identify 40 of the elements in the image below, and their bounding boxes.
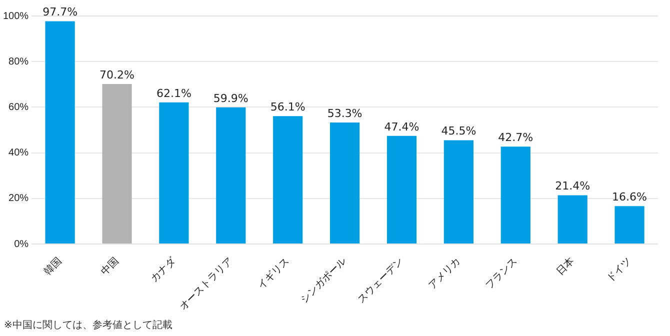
bar <box>216 107 246 244</box>
data-label: 59.9% <box>213 92 248 105</box>
bar <box>330 122 360 244</box>
bar <box>159 102 189 244</box>
y-tick-label: 100% <box>3 10 29 22</box>
y-tick-label: 0% <box>14 238 29 250</box>
bar <box>444 140 474 244</box>
x-tick-label: スウェーデン <box>356 256 406 306</box>
y-tick-label: 40% <box>8 148 29 159</box>
x-tick-label: 日本 <box>554 254 577 278</box>
y-tick-label: 20% <box>8 193 29 204</box>
y-tick-label: 60% <box>8 102 29 113</box>
data-label: 62.1% <box>156 86 192 100</box>
data-label: 56.1% <box>270 100 306 114</box>
x-tick-label: カナダ <box>148 254 179 285</box>
bar <box>386 136 417 244</box>
data-label: 42.7% <box>498 131 534 144</box>
bar <box>45 21 75 244</box>
bar <box>102 84 132 244</box>
data-label: 47.4% <box>384 120 420 134</box>
data-label: 45.5% <box>441 124 476 138</box>
x-tick-label: イギリス <box>255 254 292 292</box>
data-label: 97.7% <box>42 6 78 19</box>
x-tick-label: 中国 <box>98 254 122 278</box>
data-label: 16.6% <box>612 190 648 204</box>
x-tick-label: オーストラリア <box>178 256 235 313</box>
y-tick-label: 80% <box>8 56 29 68</box>
x-tick-label: 韓国 <box>41 254 64 278</box>
text: ※中国に関しては、参考値として記載 <box>4 318 172 332</box>
data-label: 21.4% <box>555 180 590 193</box>
bar <box>273 116 303 244</box>
x-tick-label: ドイツ <box>604 256 634 285</box>
x-tick-label: シンガポール <box>298 256 349 306</box>
data-label: 70.2% <box>100 68 134 82</box>
x-tick-label: アメリカ <box>426 256 463 292</box>
bar <box>614 206 644 244</box>
bar <box>500 146 530 244</box>
bar <box>558 195 588 244</box>
x-tick-label: フランス <box>484 256 520 292</box>
data-label: 53.3% <box>327 106 362 120</box>
